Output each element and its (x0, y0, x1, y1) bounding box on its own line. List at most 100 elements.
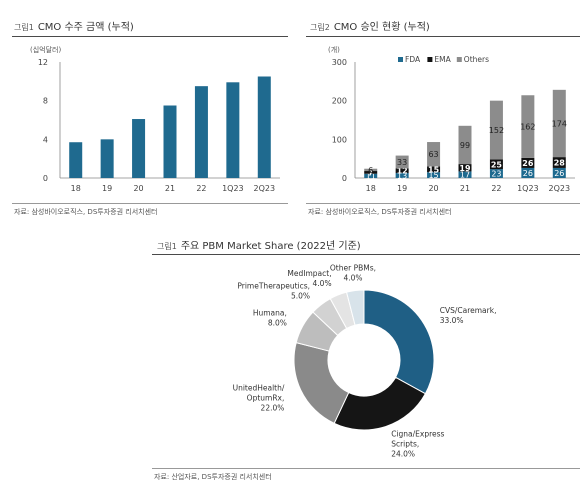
chart3-slice-label: 24.0% (391, 450, 415, 459)
chart1-title-text: CMO 수주 금액 (누적) (37, 22, 134, 33)
chart1-bottom-rule (12, 203, 288, 204)
chart1-bar (257, 76, 271, 178)
chart2-unit-label: (개) (328, 45, 340, 54)
chart2-data-label: 26 (554, 169, 564, 178)
chart3-slice-label: 33.0% (440, 316, 464, 325)
chart1-y-tick-label: 4 (43, 135, 48, 144)
chart1-y-tick-label: 12 (38, 58, 48, 67)
chart1-x-tick-label: 18 (71, 184, 81, 193)
chart2-x-tick-label: 1Q23 (517, 184, 539, 193)
chart1-bar (226, 82, 240, 178)
chart1-x-tick-label: 21 (165, 184, 175, 193)
chart2-y-tick-label: 100 (332, 135, 347, 144)
chart2-data-label: 12 (397, 167, 408, 176)
chart1-y-tick-label: 0 (43, 174, 48, 183)
chart3-title-rule (152, 254, 580, 255)
chart2-bar-segment (489, 159, 503, 170)
chart3-slice-label: Cigna/Express (391, 430, 444, 439)
chart2-data-label: 11 (366, 172, 376, 181)
chart2-bar-segment (458, 125, 472, 165)
chart2-legend-swatch (398, 57, 403, 62)
chart1-y-tick-label: 8 (43, 97, 48, 106)
chart2-data-label: 23 (491, 170, 501, 179)
chart1-bar (163, 105, 177, 178)
chart3-source: 자료: 산업자료, DS투자증권 리서치센터 (154, 473, 272, 481)
chart1-x-tick-label: 20 (133, 184, 143, 193)
chart2-bar-segment (521, 95, 535, 158)
chart3-slice-label: 4.0% (343, 274, 362, 283)
chart2-bar-segment (395, 155, 409, 169)
chart2-data-label: 28 (554, 159, 566, 168)
chart3-slice-label: MedImpact, (287, 269, 331, 278)
chart1-title-rule (12, 36, 288, 37)
chart2-bar-segment (395, 172, 409, 178)
chart1-figure-label: 그림1 (14, 23, 34, 32)
chart2-legend-swatch (427, 57, 433, 62)
chart2-bar-segment (364, 168, 378, 172)
chart2-data-label: 19 (459, 164, 471, 173)
chart2-bar-segment (489, 169, 503, 178)
chart2-bar-segment (552, 157, 566, 168)
chart2-data-label: 15 (428, 171, 438, 180)
chart2-bar-segment (364, 171, 378, 174)
chart3-title-text: 주요 PBM Market Share (2022년 기준) (180, 241, 361, 252)
chart2-source: 자료: 삼성바이오로직스, DS투자증권 리서치센터 (308, 208, 452, 216)
chart2-data-label: 26 (523, 169, 533, 178)
chart3-slice-label: Scripts, (391, 440, 419, 449)
chart3-slice (345, 289, 365, 326)
chart2-legend-swatch (456, 57, 462, 62)
chart1-x-tick-label: 2Q23 (253, 184, 275, 193)
chart1-x-tick-label: 19 (102, 184, 112, 193)
chart2-x-tick-label: 22 (491, 184, 501, 193)
chart2-data-label: 13 (397, 171, 407, 180)
chart2-bar-segment (489, 100, 503, 160)
chart2-bar-segment (458, 171, 472, 178)
chart2-figure-label: 그림2 (310, 23, 330, 32)
chart3-slice-label: 4.0% (313, 279, 332, 288)
chart1-bar (69, 142, 83, 178)
chart2-data-label: 17 (460, 171, 470, 180)
chart2-legend-label: Others (464, 55, 489, 64)
chart1-unit-label: (십억달러) (30, 45, 61, 54)
chart1-source: 자료: 삼성바이오로직스, DS투자증권 리서치센터 (14, 208, 158, 216)
chart2-y-tick-label: 0 (342, 174, 347, 183)
chart3-slice (363, 289, 435, 395)
chart2-data-label: 33 (397, 158, 407, 167)
chart2-x-tick-label: 2Q23 (548, 184, 570, 193)
chart2-bar-segment (521, 167, 535, 178)
chart2-bar-segment (427, 142, 441, 167)
chart2-legend-label: EMA (434, 55, 451, 64)
chart2-data-label: 25 (491, 160, 503, 169)
chart3-slice-label: 22.0% (261, 403, 285, 412)
chart2-title: 그림2 CMO 승인 현황 (누적) (310, 18, 430, 33)
chart2-data-label: 15 (428, 165, 440, 174)
chart2-data-label: 63 (428, 150, 438, 159)
chart2-bar-segment (427, 166, 441, 173)
chart3-figure-label: 그림1 (157, 242, 177, 251)
chart2-bar-segment (552, 167, 566, 178)
chart2-bottom-rule (306, 203, 580, 204)
chart2-bar-segment (521, 157, 535, 168)
chart2-bar-segment (552, 89, 566, 158)
chart3-slice (333, 376, 427, 431)
chart3-slice-label: OptumRx, (247, 393, 285, 402)
chart2-bar-segment (458, 164, 472, 172)
chart1-bar (132, 119, 146, 178)
chart2-data-label: 7 (368, 168, 374, 177)
chart3-slice-label: UnitedHealth/ (233, 383, 285, 392)
chart2-title-rule (306, 36, 580, 37)
chart1-bar (194, 86, 208, 178)
chart2-bar-segment (364, 173, 378, 178)
chart2-data-label: 26 (522, 159, 534, 168)
chart3-slice-label: CVS/Caremark, (440, 306, 497, 315)
chart3-title: 그림1 주요 PBM Market Share (2022년 기준) (157, 237, 361, 252)
chart2-x-tick-label: 21 (460, 184, 470, 193)
chart2-bar-segment (427, 172, 441, 178)
chart2-data-label: 174 (552, 119, 567, 128)
chart3-bottom-rule (152, 468, 580, 469)
chart2-data-label: 99 (460, 141, 470, 150)
chart1-x-tick-label: 22 (196, 184, 206, 193)
chart2-data-label: 152 (489, 126, 504, 135)
